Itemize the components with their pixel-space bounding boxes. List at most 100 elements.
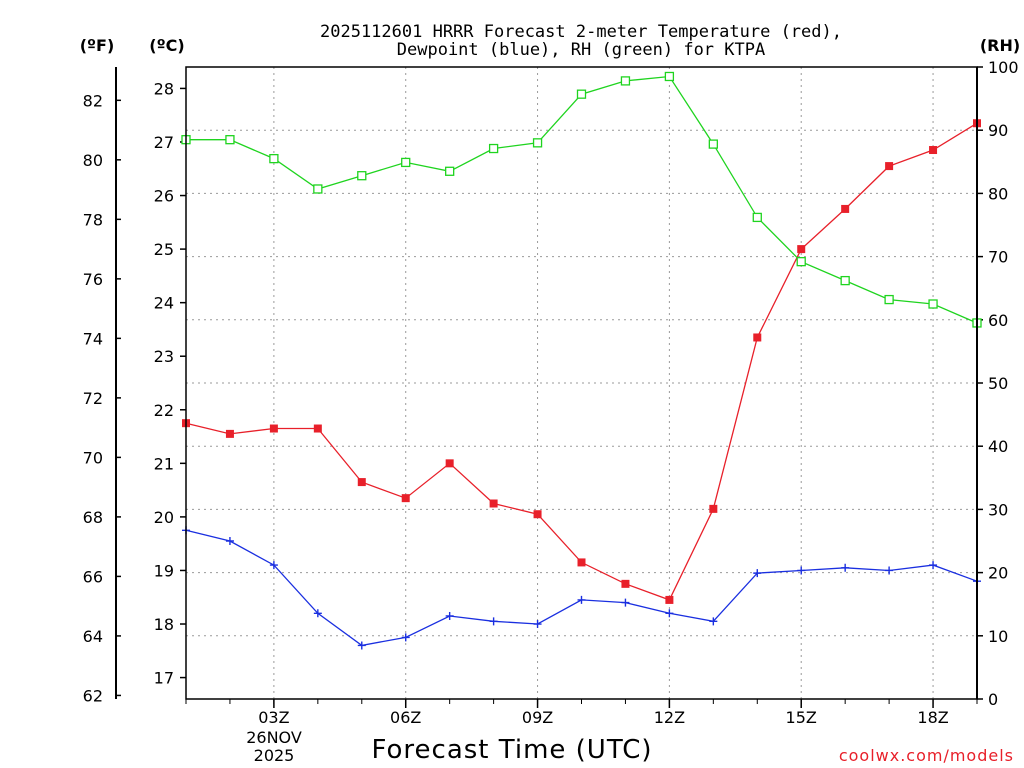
- fahrenheit-unit-label: (ºF): [80, 36, 115, 55]
- rh-point: [225, 135, 235, 145]
- rh-line: [186, 75, 978, 324]
- dewpoint-point: [841, 563, 850, 572]
- dewpoint-point: [709, 617, 718, 626]
- temperature-point: [797, 245, 806, 254]
- dewpoint-point: [577, 595, 586, 604]
- dewpoint-point: [797, 566, 806, 575]
- temperature-point: [621, 579, 630, 588]
- fahrenheit-tick-label: 64: [83, 627, 103, 646]
- celsius-tick-label: 23: [154, 347, 174, 366]
- dewpoint-point: [753, 569, 762, 578]
- rh-point: [752, 212, 762, 223]
- fahrenheit-tick-label: 66: [83, 567, 103, 586]
- rh-tick-label: 100: [988, 58, 1019, 77]
- fahrenheit-axis: 62 64 66 68 70 72 74 76 78 80 82: [83, 67, 121, 705]
- rh-point: [708, 139, 718, 149]
- series-rh: [181, 71, 982, 328]
- x-axis-title: Forecast Time (UTC): [371, 735, 652, 765]
- x-tick-label: 03Z: [258, 708, 289, 727]
- fahrenheit-tick-label: 80: [83, 151, 103, 170]
- rh-tick-label: 50: [988, 374, 1008, 393]
- temperature-point: [357, 478, 366, 487]
- celsius-tick-label: 19: [154, 561, 174, 580]
- dewpoint-point: [489, 617, 498, 626]
- rh-tick-label: 20: [988, 564, 1008, 583]
- rh-tick-label: 70: [988, 248, 1008, 267]
- temperature-point: [401, 494, 410, 503]
- dewpoint-point: [225, 537, 234, 545]
- gridlines: [186, 67, 977, 699]
- celsius-tick-label: 21: [154, 454, 174, 473]
- chart-title-line2: Dewpoint (blue), RH (green) for KTPA: [397, 40, 765, 60]
- rh-point: [445, 166, 455, 176]
- fahrenheit-tick-label: 74: [83, 329, 103, 348]
- rh-point: [928, 299, 938, 309]
- x-tick-label: 12Z: [654, 708, 685, 727]
- dewpoint-point: [357, 641, 366, 650]
- x-tick-label: 18Z: [917, 708, 948, 727]
- celsius-tick-label: 24: [154, 294, 174, 313]
- rh-axis: 0 10 20 30 40 50 60 70 80 90 100: [977, 58, 1019, 709]
- chart-title-line1: 2025112601 HRRR Forecast 2-meter Tempera…: [320, 22, 842, 42]
- fahrenheit-tick-label: 68: [83, 508, 103, 527]
- dewpoint-point: [401, 633, 410, 642]
- celsius-unit-label: (ºC): [149, 36, 184, 55]
- rh-point: [313, 184, 323, 194]
- fahrenheit-tick-label: 82: [83, 91, 103, 110]
- rh-tick-label: 30: [988, 500, 1008, 519]
- dewpoint-point: [533, 620, 542, 629]
- temperature-point: [841, 204, 850, 213]
- temperature-point: [885, 162, 894, 171]
- temperature-point: [665, 595, 674, 604]
- credit-label[interactable]: coolwx.com/models: [839, 746, 1014, 765]
- temperature-point: [533, 510, 542, 519]
- temperature-point: [489, 499, 498, 508]
- temperature-point: [269, 424, 278, 433]
- celsius-tick-label: 18: [154, 615, 174, 634]
- date-label-day: 26NOV: [246, 728, 302, 747]
- series-dewpoint: [182, 526, 981, 650]
- rh-point: [620, 76, 631, 86]
- dewpoint-point: [621, 598, 630, 607]
- rh-point: [269, 153, 279, 164]
- fahrenheit-tick-label: 72: [83, 389, 103, 408]
- dewpoint-point: [445, 611, 454, 620]
- dewpoint-point: [313, 609, 322, 618]
- rh-tick-label: 10: [988, 627, 1008, 646]
- temperature-line: [185, 122, 978, 601]
- rh-point: [401, 157, 411, 168]
- temperature-point: [577, 558, 586, 567]
- temperature-point: [225, 429, 234, 438]
- series-layer: [181, 71, 982, 650]
- dewpoint-line: [185, 529, 978, 647]
- celsius-axis: 17 18 19 20 21 22 23 24 25 26 27 28: [154, 79, 186, 688]
- celsius-tick-label: 20: [154, 508, 174, 527]
- rh-tick-label: 60: [988, 311, 1008, 330]
- celsius-tick-label: 17: [154, 669, 174, 688]
- rh-point: [840, 275, 850, 286]
- fahrenheit-tick-label: 70: [83, 448, 103, 467]
- rh-point: [532, 138, 543, 148]
- dewpoint-point: [929, 561, 938, 570]
- celsius-tick-label: 22: [154, 401, 174, 420]
- rh-point: [357, 171, 367, 181]
- rh-point: [796, 257, 806, 267]
- celsius-tick-label: 27: [154, 133, 174, 152]
- temperature-point: [709, 504, 718, 513]
- fahrenheit-tick-label: 76: [83, 270, 103, 289]
- series-temperature: [182, 119, 981, 604]
- temperature-point: [313, 424, 322, 433]
- celsius-tick-label: 28: [154, 79, 174, 98]
- dewpoint-point: [269, 561, 278, 570]
- rh-tick-label: 40: [988, 437, 1008, 456]
- dewpoint-point: [665, 609, 674, 618]
- x-tick-label: 09Z: [522, 708, 553, 727]
- rh-tick-label: 90: [988, 121, 1008, 140]
- temperature-point: [445, 459, 454, 468]
- rh-tick-label: 0: [988, 690, 998, 709]
- rh-point: [664, 71, 675, 82]
- rh-point: [576, 89, 587, 99]
- temperature-point: [753, 333, 762, 342]
- rh-point: [884, 294, 894, 305]
